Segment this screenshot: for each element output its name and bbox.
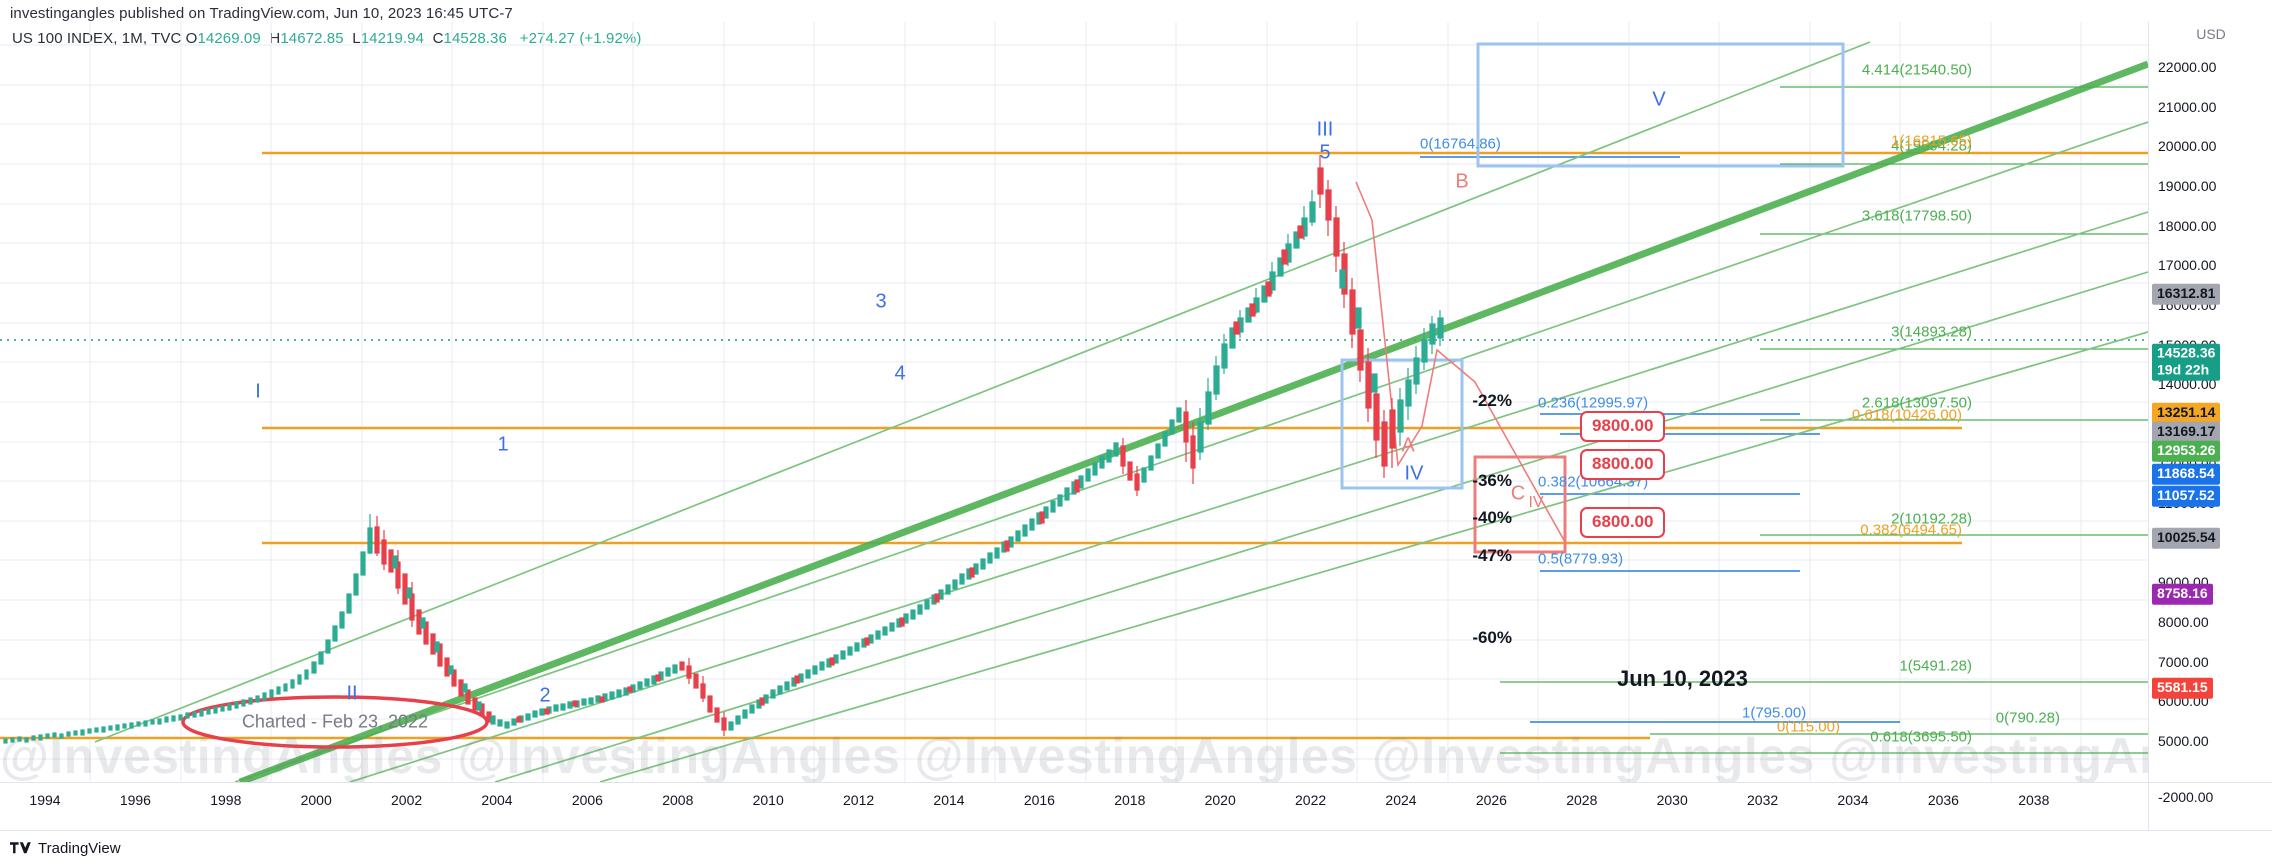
fib-blue-levels: [1420, 156, 1900, 723]
price-pill-11057-52[interactable]: 11057.52: [2152, 485, 2220, 507]
price-pill-14528-36[interactable]: 14528.36 19d 22h: [2152, 343, 2221, 381]
price-axis-currency: USD: [2196, 26, 2226, 42]
time-tick-2034: 2034: [1837, 792, 1869, 808]
price-axis[interactable]: USD 22000.00 21000.00 20000.00 19000.00 1800…: [2148, 22, 2272, 782]
price-target-callout-6800: 6800.00: [1580, 507, 1666, 538]
time-tick-2022: 2022: [1295, 792, 1327, 808]
time-tick-2014: 2014: [933, 792, 965, 808]
price-pill-16312-81[interactable]: 16312.81: [2152, 283, 2221, 305]
price-pill-8758-16[interactable]: 8758.16: [2152, 583, 2213, 605]
price-pill-countdown: 19d 22h: [2157, 361, 2210, 378]
footer-bar: TradingView: [0, 830, 2272, 867]
price-tick-21000-00: 21000.00: [2158, 99, 2217, 115]
symbol-label[interactable]: US 100 INDEX, 1M, TVC: [12, 30, 182, 47]
time-tick-2024: 2024: [1385, 792, 1417, 808]
low-label: L: [352, 30, 361, 47]
box-wave-v: [1476, 42, 1845, 168]
box-wave-iv: [1340, 358, 1464, 490]
trend-channel-thick: [238, 60, 2148, 782]
time-tick-2010: 2010: [752, 792, 784, 808]
price-pill-11868-54[interactable]: 11868.54: [2152, 463, 2220, 485]
price-tick-7000-00: 7000.00: [2158, 654, 2209, 670]
time-tick-2002: 2002: [391, 792, 423, 808]
price-tick-19000-00: 19000.00: [2158, 178, 2217, 194]
time-tick-2020: 2020: [1204, 792, 1236, 808]
time-tick-2012: 2012: [843, 792, 875, 808]
price-target-callout-9800: 9800.00: [1580, 411, 1666, 442]
tradingview-logo[interactable]: TradingView: [10, 840, 121, 857]
open-value: 14269.09: [197, 30, 261, 47]
price-tick-18000-00: 18000.00: [2158, 218, 2217, 234]
tradingview-brand-label: TradingView: [38, 840, 121, 857]
time-tick-2032: 2032: [1747, 792, 1779, 808]
price-pill-13251-14[interactable]: 13251.14: [2152, 402, 2221, 424]
time-tick-2036: 2036: [1927, 792, 1959, 808]
time-tick-1998: 1998: [210, 792, 242, 808]
candlestick-series: [3, 155, 1444, 744]
low-value: 14219.94: [360, 30, 425, 47]
time-tick-2016: 2016: [1023, 792, 1055, 808]
high-label: H: [269, 30, 281, 47]
fib-orange-levels: [0, 151, 2148, 740]
time-tick-1996: 1996: [119, 792, 151, 808]
time-tick-2018: 2018: [1114, 792, 1146, 808]
time-tick-2030: 2030: [1656, 792, 1688, 808]
price-tick-17000-00: 17000.00: [2158, 257, 2217, 273]
open-label: O: [185, 30, 198, 47]
price-tick-negative-2000: -2000.00: [2158, 789, 2214, 805]
grid-lines: [0, 22, 2148, 782]
time-tick-2038: 2038: [2018, 792, 2050, 808]
price-tick-22000-00: 22000.00: [2158, 59, 2217, 75]
close-label: C: [432, 30, 444, 47]
time-tick-2000: 2000: [300, 792, 332, 808]
price-pill-12953-26[interactable]: 12953.26: [2152, 440, 2221, 462]
publisher-line: investingangles published on TradingView…: [10, 5, 513, 22]
high-value: 14672.85: [280, 30, 344, 47]
price-target-callout-8800: 8800.00: [1580, 449, 1666, 480]
time-tick-1994: 1994: [29, 792, 61, 808]
price-pill-10025-54[interactable]: 10025.54: [2152, 527, 2221, 549]
price-tick-20000-00: 20000.00: [2158, 138, 2217, 154]
price-pill-5581-15[interactable]: 5581.15: [2152, 677, 2213, 699]
time-tick-2028: 2028: [1566, 792, 1598, 808]
chart-plot-area[interactable]: 4.414(21540.50) 4(19594.28) 3.618(17798.…: [0, 22, 2148, 782]
time-axis[interactable]: 1994 1996 1998 2000 2002 2004 2006 2008 2010 2012…: [0, 782, 2148, 830]
price-tick-5000-00: 5000.00: [2158, 733, 2209, 749]
price-pill-13169-17[interactable]: 13169.17: [2152, 421, 2221, 443]
tradingview-glyph-icon: [10, 841, 31, 853]
axis-corner: -2000.00: [2148, 782, 2272, 830]
time-tick-2006: 2006: [571, 792, 603, 808]
close-value: 14528.36: [443, 30, 507, 47]
change-value: +274.27 (+1.92%): [519, 30, 642, 47]
box-wave-c: [1473, 455, 1567, 554]
time-tick-2026: 2026: [1475, 792, 1507, 808]
price-tick-8000-00: 8000.00: [2158, 614, 2209, 630]
time-tick-2008: 2008: [662, 792, 694, 808]
time-tick-2004: 2004: [481, 792, 513, 808]
symbol-ohlc-legend: US 100 INDEX, 1M, TVC O14269.09 H14672.8…: [12, 30, 641, 47]
